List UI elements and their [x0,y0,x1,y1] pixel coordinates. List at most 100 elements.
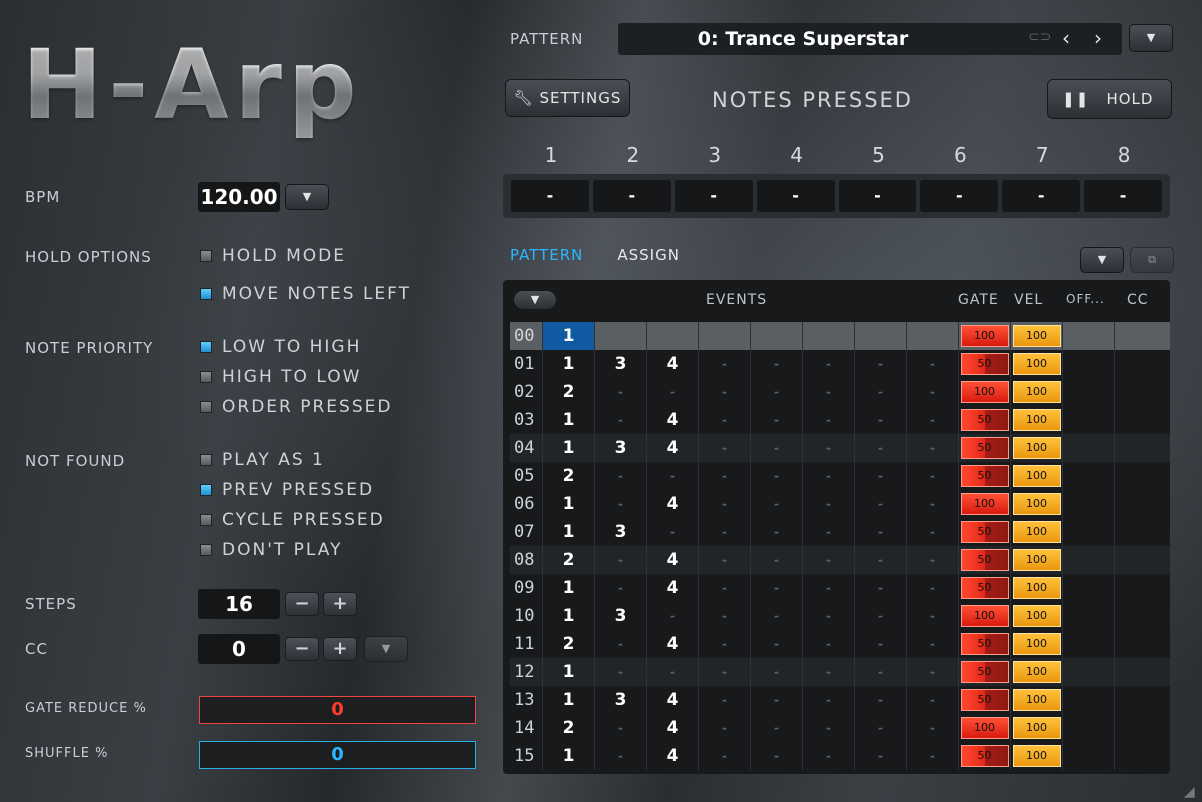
event-cell[interactable]: - [594,322,646,350]
event-cell[interactable]: - [802,462,854,490]
event-cell[interactable]: - [854,742,906,770]
tab-pattern[interactable]: PATTERN [510,246,584,264]
pattern-dropdown-button[interactable]: ▼ [1129,24,1173,52]
event-cell[interactable]: - [802,350,854,378]
event-cell[interactable]: 3 [594,686,646,714]
event-cell[interactable]: 4 [646,574,698,602]
velocity-cell[interactable]: 100 [1010,658,1062,686]
event-cell[interactable]: - [646,518,698,546]
event-cell[interactable]: - [750,350,802,378]
offset-cell[interactable] [1062,574,1114,602]
event-cell[interactable]: - [854,378,906,406]
event-cell[interactable]: - [854,658,906,686]
event-cell[interactable]: - [698,406,750,434]
event-cell[interactable]: 4 [646,434,698,462]
event-cell[interactable]: - [750,602,802,630]
event-cell[interactable]: - [906,658,958,686]
event-cell[interactable]: - [906,686,958,714]
offset-cell[interactable] [1062,462,1114,490]
offset-cell[interactable] [1062,602,1114,630]
table-row[interactable]: 12 1- - - - - - -50 100 [510,658,1170,686]
event-cell[interactable]: - [750,434,802,462]
event-cell[interactable]: 1 [542,490,594,518]
event-cell[interactable]: - [594,462,646,490]
gate-cell[interactable]: 100 [958,602,1010,630]
event-cell[interactable]: - [906,546,958,574]
next-arrow-icon[interactable]: › [1094,26,1102,50]
event-cell[interactable]: - [698,658,750,686]
gate-cell[interactable]: 50 [958,462,1010,490]
velocity-cell[interactable]: 100 [1010,602,1062,630]
event-cell[interactable]: - [698,350,750,378]
table-row[interactable]: 00 1- - - - - - -100 100 [510,322,1170,350]
gate-cell[interactable]: 100 [958,490,1010,518]
event-cell[interactable]: - [854,602,906,630]
event-cell[interactable]: - [750,322,802,350]
event-cell[interactable]: - [906,630,958,658]
event-cell[interactable]: 2 [542,462,594,490]
velocity-cell[interactable]: 100 [1010,630,1062,658]
event-cell[interactable]: - [750,686,802,714]
event-cell[interactable]: - [906,462,958,490]
event-cell[interactable]: - [854,350,906,378]
event-cell[interactable]: - [646,658,698,686]
steps-increment-button[interactable]: + [323,592,357,616]
settings-button[interactable]: 🔧︎ SETTINGS [505,79,630,117]
table-row[interactable]: 01 1 3 4- - - - -50 100 [510,350,1170,378]
event-cell[interactable]: - [854,630,906,658]
event-cell[interactable]: - [594,378,646,406]
event-cell[interactable]: - [594,574,646,602]
event-cell[interactable]: - [906,490,958,518]
event-cell[interactable]: - [750,378,802,406]
event-cell[interactable]: - [802,658,854,686]
velocity-cell[interactable]: 100 [1010,490,1062,518]
event-cell[interactable]: - [906,378,958,406]
event-cell[interactable]: 2 [542,546,594,574]
shuffle-field[interactable]: 0 [199,741,476,769]
cc-cell[interactable] [1114,630,1166,658]
event-cell[interactable]: - [750,406,802,434]
event-cell[interactable]: - [594,546,646,574]
table-row[interactable]: 05 2- - - - - - -50 100 [510,462,1170,490]
velocity-cell[interactable]: 100 [1010,686,1062,714]
velocity-cell[interactable]: 100 [1010,518,1062,546]
offset-cell[interactable] [1062,742,1114,770]
cc-dropdown-button[interactable]: ▼ [364,636,408,662]
event-cell[interactable]: - [802,490,854,518]
event-cell[interactable]: 4 [646,546,698,574]
event-cell[interactable]: - [750,518,802,546]
gate-cell[interactable]: 50 [958,574,1010,602]
tab-assign[interactable]: ASSIGN [617,246,680,264]
event-cell[interactable]: - [594,406,646,434]
event-cell[interactable]: 3 [594,602,646,630]
event-cell[interactable]: - [698,434,750,462]
event-cell[interactable]: - [854,518,906,546]
table-row[interactable]: 07 1 3- - - - - -50 100 [510,518,1170,546]
prev-pressed-option[interactable]: PREV PRESSED [200,480,374,500]
event-cell[interactable]: - [698,322,750,350]
move-notes-left-option[interactable]: MOVE NOTES LEFT [200,284,411,304]
radio-icon[interactable] [200,454,212,466]
event-cell[interactable]: - [802,686,854,714]
table-row[interactable]: 13 1 3 4- - - - -50 100 [510,686,1170,714]
checkbox-icon[interactable] [200,250,212,262]
event-cell[interactable]: - [646,462,698,490]
event-cell[interactable]: - [750,462,802,490]
steps-decrement-button[interactable]: − [285,592,319,616]
table-row[interactable]: 09 1-4- - - - -50 100 [510,574,1170,602]
offset-cell[interactable] [1062,322,1114,350]
event-cell[interactable]: - [906,574,958,602]
event-cell[interactable]: - [646,378,698,406]
event-cell[interactable]: - [802,518,854,546]
event-cell[interactable]: 1 [542,406,594,434]
event-cell[interactable]: - [750,490,802,518]
event-cell[interactable]: - [698,714,750,742]
table-row[interactable]: 15 1-4- - - - -50 100 [510,742,1170,770]
checkbox-icon[interactable] [200,288,212,300]
event-cell[interactable]: - [854,322,906,350]
gate-cell[interactable]: 100 [958,378,1010,406]
cc-cell[interactable] [1114,350,1166,378]
event-cell[interactable]: - [906,406,958,434]
event-cell[interactable]: - [854,462,906,490]
gate-cell[interactable]: 50 [958,658,1010,686]
